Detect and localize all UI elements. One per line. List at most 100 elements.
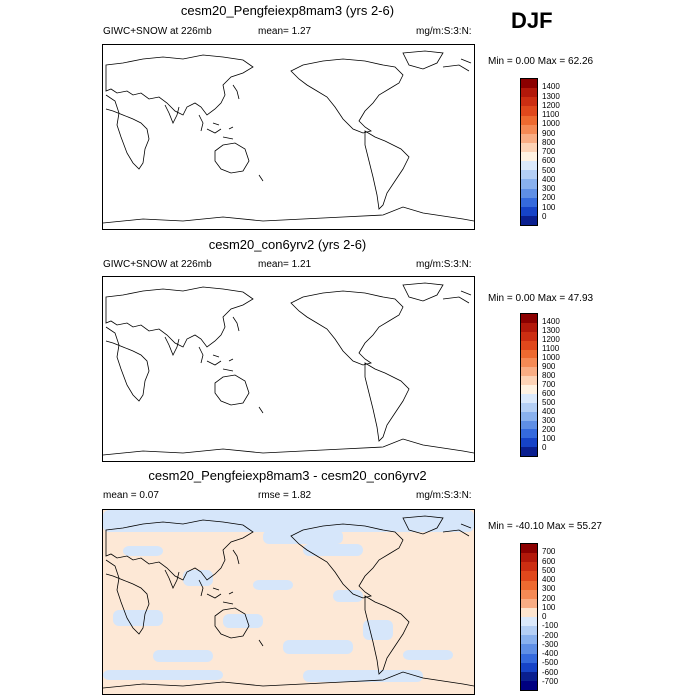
colorbar-tick-label: 1200	[542, 335, 560, 344]
panel-2-units-label: mg/m:S:3:N:	[416, 259, 472, 270]
coastline	[364, 362, 410, 442]
coastline	[198, 114, 234, 140]
season-label: DJF	[511, 8, 553, 33]
colorbar-swatch	[521, 97, 537, 107]
colorbar-swatch	[521, 88, 537, 98]
colorbar-swatch	[521, 420, 537, 430]
colorbar-tick-label: 600	[542, 389, 556, 398]
coastline	[164, 569, 180, 589]
colorbar-swatch	[521, 188, 537, 198]
coastline	[290, 523, 404, 599]
coastline	[290, 290, 404, 366]
colorbar-tick-label: 1300	[542, 326, 560, 335]
coastline	[442, 290, 472, 304]
colorbar-tick-label: 500	[542, 398, 556, 407]
colorbar-swatch	[521, 644, 537, 654]
colorbar-tick-label: 800	[542, 371, 556, 380]
colorbar-tick-label: 500	[542, 565, 556, 575]
colorbar-swatch	[521, 142, 537, 152]
panel-3-minmax: Min = -40.10 Max = 55.27	[488, 521, 602, 532]
colorbar-tick-label: 400	[542, 575, 556, 584]
difference-field-negative	[333, 590, 363, 602]
panel-1-coastlines	[103, 50, 474, 224]
panel-3-mean-label: mean = 0.07	[103, 490, 159, 501]
colorbar-tick-label: 100	[542, 434, 556, 443]
colorbar-tick-label: 1200	[542, 100, 560, 110]
colorbar-swatch	[521, 79, 537, 89]
coastline	[442, 523, 472, 537]
panel-1-title: cesm20_Pengfeiexp8mam3 (yrs 2-6)	[180, 3, 395, 18]
coastline	[214, 374, 250, 406]
colorbar-swatch	[521, 653, 537, 663]
colorbar-swatch	[521, 206, 537, 216]
panel-1-colorbar	[520, 78, 538, 226]
colorbar-swatch	[521, 314, 537, 323]
difference-field-negative	[303, 544, 363, 556]
colorbar-swatch	[521, 179, 537, 189]
difference-field-negative	[183, 570, 213, 586]
coastline	[232, 549, 240, 565]
colorbar-swatch	[521, 562, 537, 572]
colorbar-swatch	[521, 215, 537, 225]
colorbar-tick-label: 300	[542, 416, 556, 425]
colorbar-swatch	[521, 580, 537, 590]
panel-1-map	[102, 44, 475, 230]
difference-field-negative	[103, 510, 474, 532]
colorbar-tick-label: 100	[542, 202, 556, 212]
panel-2-colorbar-ticks: 1400 1300 1200 1100 1000 900 800 700 600 500 400 30…	[542, 313, 582, 457]
colorbar-swatch	[521, 170, 537, 180]
colorbar-swatch	[521, 617, 537, 627]
colorbar-tick-label: 400	[542, 407, 556, 416]
coastline	[198, 346, 234, 372]
difference-field-negative	[113, 610, 163, 626]
colorbar-swatch	[521, 340, 537, 350]
panel-2-map	[102, 276, 475, 462]
colorbar-swatch	[521, 376, 537, 385]
coastline	[232, 84, 240, 100]
difference-field-negative	[303, 670, 423, 682]
coastline	[164, 104, 180, 124]
colorbar-swatch	[521, 133, 537, 143]
coastline	[364, 130, 410, 210]
colorbar-tick-label: -200	[542, 630, 559, 640]
colorbar-swatch	[521, 411, 537, 421]
colorbar-swatch	[521, 544, 537, 554]
colorbar-tick-label: 200	[542, 593, 556, 603]
coastline	[364, 595, 410, 675]
colorbar-swatch	[521, 161, 537, 171]
colorbar-swatch	[521, 322, 537, 332]
panel-1-variable-label: GIWC+SNOW at 226mb	[103, 26, 212, 37]
panel-3-colorbar	[520, 543, 538, 691]
panel-2-variable-label: GIWC+SNOW at 226mb	[103, 259, 212, 270]
colorbar-swatch	[521, 598, 537, 608]
coastline	[258, 406, 264, 414]
colorbar-swatch	[521, 402, 537, 412]
colorbar-tick-label: -600	[542, 667, 559, 677]
difference-field-negative	[103, 670, 223, 680]
colorbar-tick-label: 600	[542, 156, 556, 166]
colorbar-swatch	[521, 197, 537, 207]
colorbar-tick-label: -700	[542, 676, 559, 686]
difference-field-negative	[283, 640, 353, 654]
difference-field-negative	[403, 650, 453, 660]
colorbar-swatch	[521, 367, 537, 377]
difference-field-negative	[153, 650, 213, 662]
colorbar-tick-label: 1100	[542, 110, 560, 119]
colorbar-tick-label: 300	[542, 584, 556, 594]
coastline	[103, 438, 474, 456]
panel-3-colorbar-ticks: 700 600 500 400 300 200 100 0 -100 -200 -300 -400 -5…	[542, 543, 582, 691]
colorbar-tick-label: -500	[542, 658, 559, 668]
colorbar-tick-label: 1000	[542, 353, 560, 362]
coastline	[402, 50, 444, 70]
colorbar-tick-label: -400	[542, 649, 559, 658]
coastline	[214, 607, 250, 639]
colorbar-swatch	[521, 626, 537, 636]
colorbar-tick-label: 700	[542, 547, 556, 557]
colorbar-swatch	[521, 553, 537, 563]
panel-3-map	[102, 509, 475, 695]
colorbar-swatch	[521, 358, 537, 368]
colorbar-tick-label: 800	[542, 137, 556, 147]
panel-3-units-label: mg/m:S:3:N:	[416, 490, 472, 501]
colorbar-tick-label: 0	[542, 443, 547, 452]
colorbar-tick-label: 1300	[542, 91, 560, 101]
